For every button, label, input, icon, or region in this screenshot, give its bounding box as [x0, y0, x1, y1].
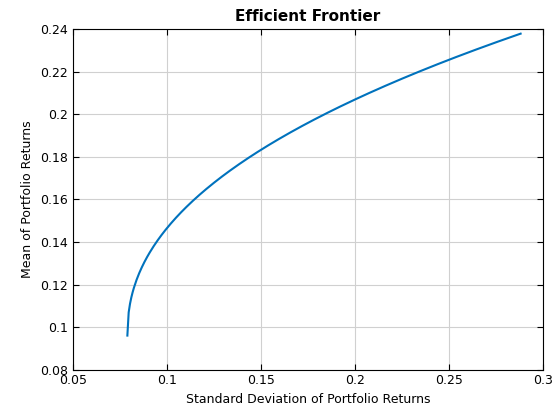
Title: Efficient Frontier: Efficient Frontier [235, 9, 381, 24]
Y-axis label: Mean of Portfolio Returns: Mean of Portfolio Returns [21, 121, 34, 278]
X-axis label: Standard Deviation of Portfolio Returns: Standard Deviation of Portfolio Returns [186, 393, 430, 406]
